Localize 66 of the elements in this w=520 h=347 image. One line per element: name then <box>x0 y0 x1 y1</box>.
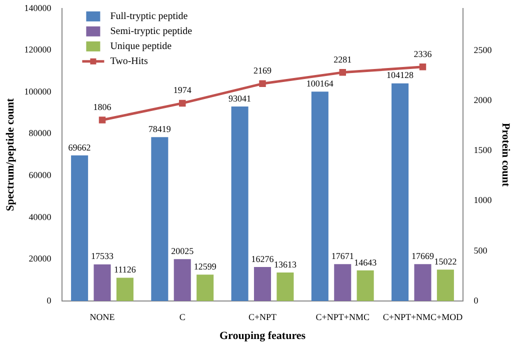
data-label: 13613 <box>274 259 297 270</box>
x-tick-label: C <box>179 312 186 322</box>
data-label: 78419 <box>148 124 172 134</box>
data-label: 93041 <box>228 93 252 104</box>
y-tick-label: 100000 <box>24 86 52 96</box>
data-label: 2169 <box>254 66 272 76</box>
x-tick-label: C+NPT <box>248 312 278 322</box>
y2-tick-label: 0 <box>474 295 479 306</box>
legend-label: Unique peptide <box>110 41 172 52</box>
data-label: 17533 <box>91 251 114 262</box>
point <box>259 80 266 88</box>
y-tick-label: 60000 <box>28 170 52 180</box>
y-tick-label: 20000 <box>28 254 52 264</box>
data-label: 2281 <box>334 54 352 64</box>
data-label: 69662 <box>68 142 91 152</box>
point <box>179 100 186 107</box>
data-label: 11126 <box>114 264 136 275</box>
bar <box>71 155 88 301</box>
y2-tick-label: 1500 <box>474 145 492 156</box>
bar <box>414 264 432 301</box>
y-tick-label: 80000 <box>28 128 52 138</box>
bar <box>334 264 352 301</box>
y-tick-label: 120000 <box>24 44 52 55</box>
data-label: 17671 <box>331 250 354 261</box>
y2-tick-label: 2500 <box>474 44 492 55</box>
x-axis-title: Grouping features <box>219 330 306 342</box>
y-tick-label: 0 <box>46 295 52 306</box>
point <box>339 69 346 76</box>
legend-label: Two-Hits <box>110 56 148 68</box>
legend-label: Semi-tryptic peptide <box>110 26 193 38</box>
point <box>419 64 426 70</box>
bar <box>311 92 328 301</box>
data-label: 17669 <box>411 250 434 261</box>
data-label: 20025 <box>171 246 194 256</box>
x-tick-label: C+NPT+NMC+MOD <box>382 312 464 322</box>
y-tick-label: 40000 <box>28 212 52 222</box>
bar <box>436 270 454 301</box>
y-tick-label: 140000 <box>24 2 52 13</box>
data-label: 15022 <box>434 256 457 266</box>
data-label: 100164 <box>306 78 334 89</box>
bar <box>94 264 111 301</box>
bar <box>356 270 374 301</box>
data-label: 1806 <box>93 102 112 112</box>
bar <box>151 137 168 301</box>
data-label: 16276 <box>251 254 274 264</box>
bar <box>276 272 294 301</box>
data-label: 1974 <box>173 85 192 96</box>
data-label: 12599 <box>194 262 217 272</box>
bar <box>392 83 409 301</box>
point <box>98 116 106 124</box>
data-label: 104128 <box>386 70 414 80</box>
x-tick-label: NONE <box>90 312 116 322</box>
y2-tick-label: 2000 <box>474 94 492 105</box>
x-tick-label: C+NPT+NMC <box>316 312 370 322</box>
data-label: 14643 <box>354 257 378 268</box>
bar <box>174 259 191 301</box>
bar <box>196 274 214 301</box>
y2-axis-title: Protein count <box>500 122 512 187</box>
bar <box>254 266 272 301</box>
y2-tick-label: 1000 <box>474 195 492 206</box>
bar <box>231 106 248 301</box>
y-axis-title: Spectrum/peptide count <box>4 98 16 212</box>
data-label: 2336 <box>414 48 432 59</box>
bar <box>116 278 134 301</box>
legend-label: Full-tryptic peptide <box>110 11 188 22</box>
y2-tick-label: 500 <box>474 245 488 256</box>
